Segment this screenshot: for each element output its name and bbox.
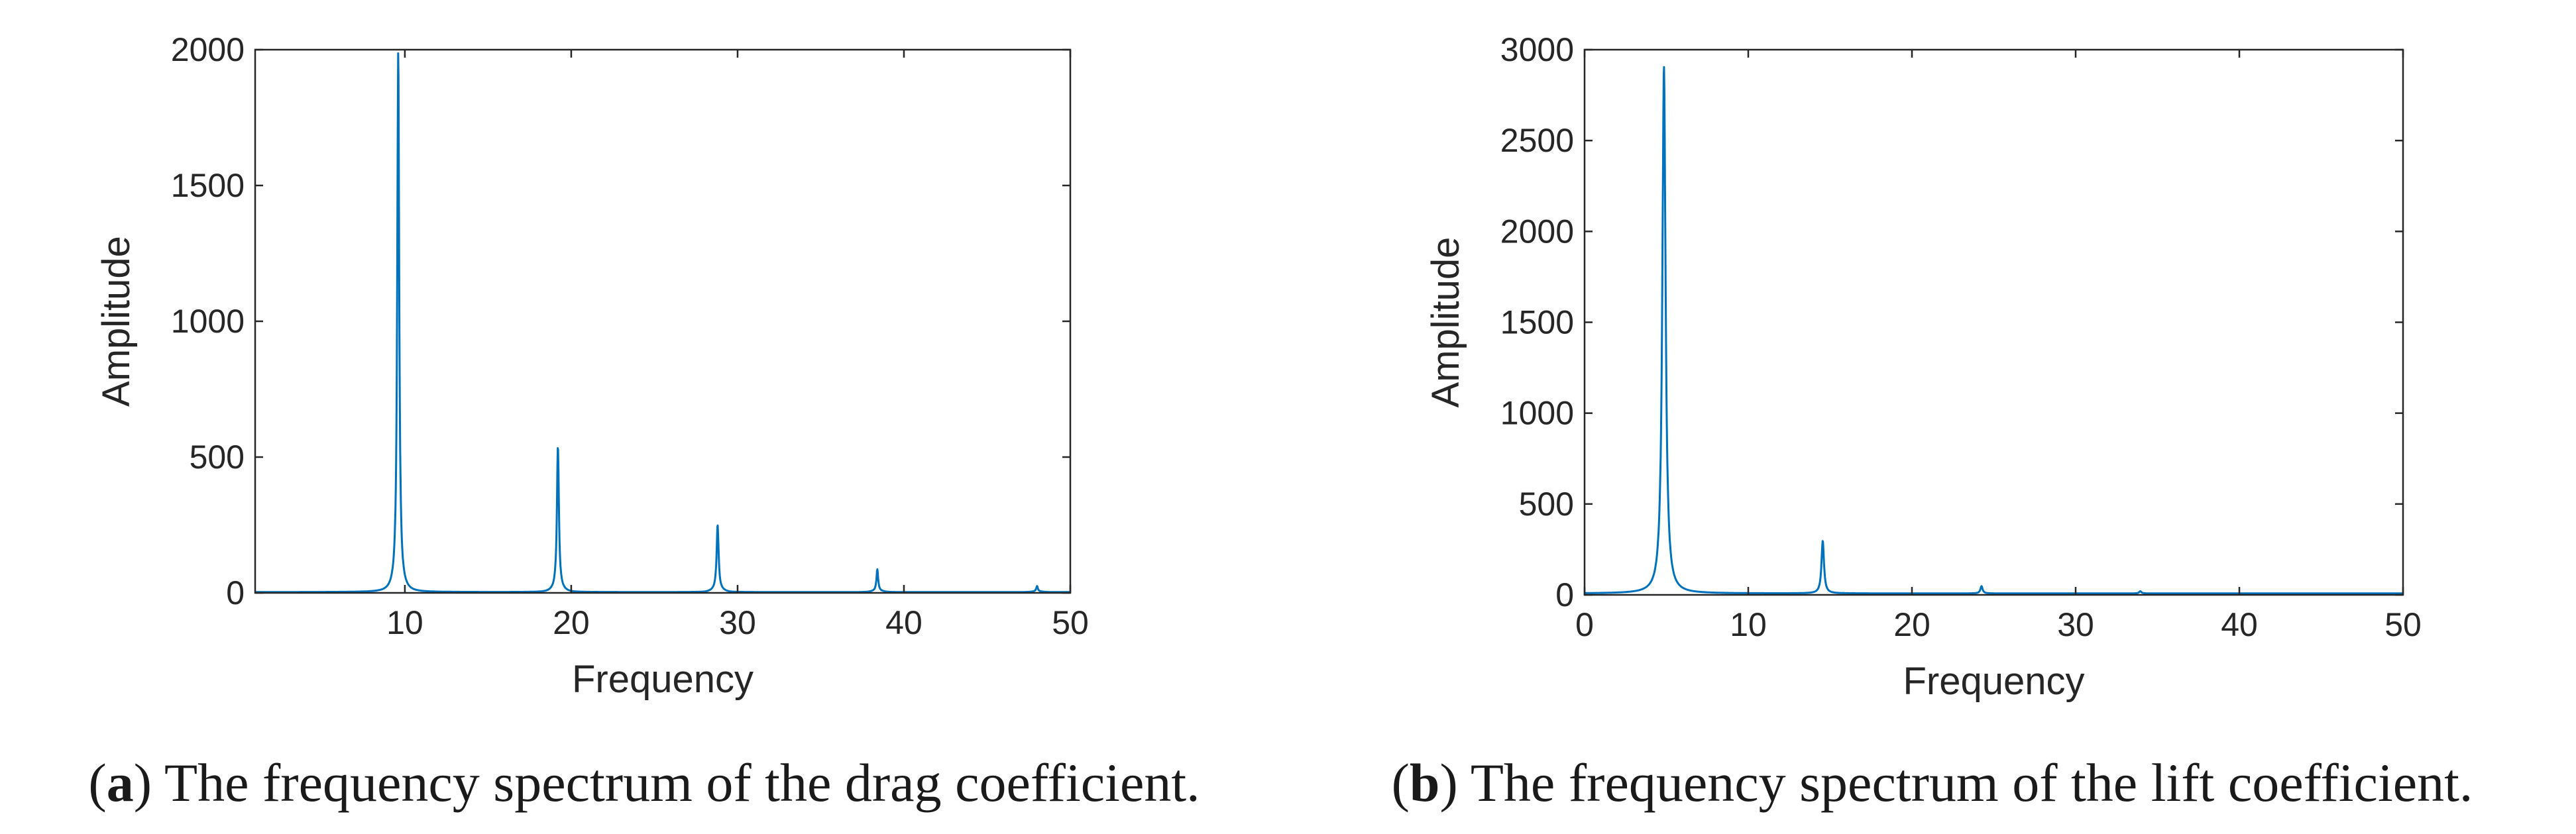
y-tick-label: 2500 (1500, 122, 1574, 159)
y-axis-title: Amplitude (95, 236, 138, 407)
x-tick-label: 40 (885, 604, 923, 641)
x-tick-label: 30 (2057, 606, 2094, 643)
caption-text: The frequency spectrum of the lift coeff… (1457, 753, 2473, 813)
spectrum-line (254, 52, 1071, 594)
caption-letter: b (1409, 753, 1440, 813)
lift-spectrum-chart: 0 10 20 30 40 50050010001500200025003000Frequ… (1424, 31, 2422, 703)
drag-spectrum-caption: (a) The frequency spectrum of the drag c… (88, 753, 1200, 813)
caption-text: The frequency spectrum of the drag coeff… (152, 753, 1200, 813)
y-axis-title: Amplitude (1424, 237, 1467, 408)
x-tick-label: 10 (1730, 606, 1767, 643)
y-tick-label: 2000 (171, 31, 245, 68)
x-axis-title: Frequency (1903, 660, 2084, 703)
y-tick-label: 3000 (1500, 31, 1574, 68)
y-tick-label: 500 (190, 439, 245, 476)
x-tick-label: 20 (553, 604, 590, 641)
plot-frame (254, 48, 1072, 594)
lift-spectrum-caption: (b) The frequency spectrum of the lift c… (1391, 753, 2473, 813)
x-tick-label: 50 (2384, 606, 2422, 643)
x-tick-label: 20 (1893, 606, 1931, 643)
lift-spectrum-panel: 0 10 20 30 40 50 0 500 1000 1500 2000 2500 3000 Frequ… (1288, 0, 2576, 834)
x-axis-title: Frequency (572, 658, 754, 701)
x-tick-label: 30 (719, 604, 756, 641)
drag-spectrum-panel: 10 20 30 40 50 0 500 1000 1500 2000 Frequency Ampli… (88, 31, 1200, 813)
y-tick-label: 0 (1555, 576, 1574, 613)
y-tick-label: 2000 (1500, 213, 1574, 250)
y-tick-label: 1000 (171, 303, 245, 340)
plot-frame (1583, 48, 2404, 596)
y-tick-label: 1500 (171, 167, 245, 204)
drag-spectrum-chart: 10 20 30 40 500500100015002000FrequencyAmpli… (95, 31, 1089, 701)
x-tick-label: 0 (1575, 606, 1594, 643)
y-tick-label: 500 (1519, 486, 1574, 523)
x-tick-label: 50 (1052, 604, 1089, 641)
y-tick-label: 0 (226, 574, 245, 611)
x-tick-label: 40 (2221, 606, 2258, 643)
y-tick-label: 1000 (1500, 395, 1574, 432)
x-tick-label: 10 (386, 604, 423, 641)
spectrum-line (1584, 66, 2404, 595)
y-tick-label: 1500 (1500, 304, 1574, 341)
caption-letter: a (106, 753, 134, 813)
